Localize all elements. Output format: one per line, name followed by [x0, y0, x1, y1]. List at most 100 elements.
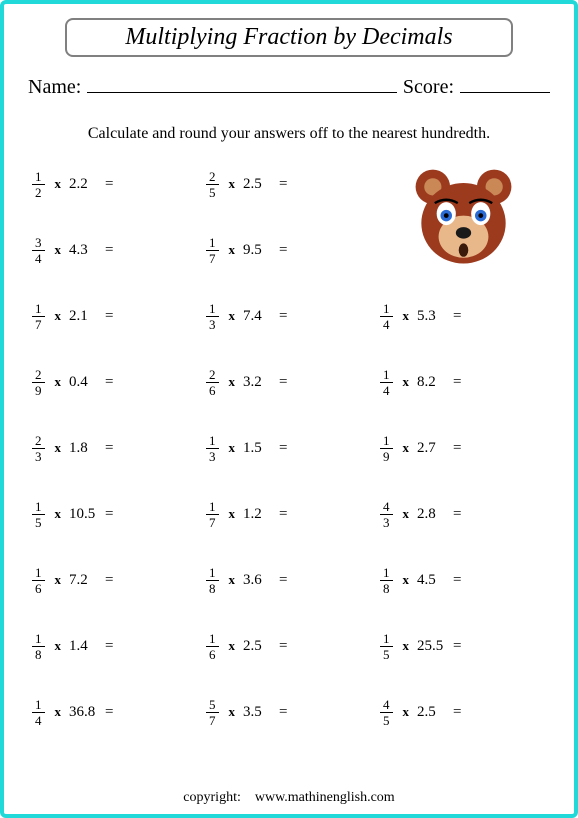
- equals-sign: =: [279, 506, 287, 523]
- denominator: 6: [209, 647, 216, 661]
- multiply-icon: x: [229, 440, 236, 456]
- equals-sign: =: [105, 308, 113, 325]
- equals-sign: =: [105, 440, 113, 457]
- fraction: 29: [32, 368, 45, 397]
- numerator: 4: [380, 698, 393, 713]
- numerator: 1: [32, 698, 45, 713]
- multiply-icon: x: [229, 572, 236, 588]
- numerator: 3: [32, 236, 45, 251]
- numerator: 2: [206, 170, 219, 185]
- equals-sign: =: [279, 374, 287, 391]
- problem: 17x1.2=: [202, 483, 376, 545]
- fraction: 14: [380, 368, 393, 397]
- decimal-value: 1.8: [69, 440, 99, 457]
- copyright-site: www.mathinenglish.com: [255, 790, 395, 805]
- decimal-value: 25.5: [417, 638, 447, 655]
- numerator: 2: [206, 368, 219, 383]
- numerator: 1: [206, 302, 219, 317]
- name-label: Name:: [28, 76, 81, 99]
- problem: 43x2.8=: [376, 483, 550, 545]
- decimal-value: 8.2: [417, 374, 447, 391]
- denominator: 5: [383, 647, 390, 661]
- fraction: 25: [206, 170, 219, 199]
- multiply-icon: x: [229, 506, 236, 522]
- score-blank[interactable]: [460, 75, 550, 93]
- problem: 26x3.2=: [202, 351, 376, 413]
- problem: 18x1.4=: [28, 615, 202, 677]
- equals-sign: =: [453, 374, 461, 391]
- denominator: 5: [35, 515, 42, 529]
- problem: 16x2.5=: [202, 615, 376, 677]
- instructions-text: Calculate and round your answers off to …: [28, 125, 550, 143]
- numerator: 5: [206, 698, 219, 713]
- name-blank[interactable]: [87, 75, 397, 93]
- equals-sign: =: [105, 638, 113, 655]
- problem: 34x4.3=: [28, 219, 202, 281]
- denominator: 9: [383, 449, 390, 463]
- numerator: 1: [206, 632, 219, 647]
- equals-sign: =: [279, 308, 287, 325]
- multiply-icon: x: [403, 374, 410, 390]
- denominator: 8: [383, 581, 390, 595]
- denominator: 9: [35, 383, 42, 397]
- equals-sign: =: [105, 572, 113, 589]
- denominator: 2: [35, 185, 42, 199]
- numerator: 1: [32, 170, 45, 185]
- decimal-value: 36.8: [69, 704, 99, 721]
- equals-sign: =: [105, 176, 113, 193]
- problem: 17x9.5=: [202, 219, 376, 281]
- numerator: 1: [206, 236, 219, 251]
- numerator: 1: [206, 434, 219, 449]
- decimal-value: 2.7: [417, 440, 447, 457]
- equals-sign: =: [279, 440, 287, 457]
- multiply-icon: x: [55, 572, 62, 588]
- fraction: 13: [206, 302, 219, 331]
- denominator: 4: [383, 317, 390, 331]
- multiply-icon: x: [403, 308, 410, 324]
- denominator: 7: [209, 515, 216, 529]
- problem: 18x4.5=: [376, 549, 550, 611]
- denominator: 3: [383, 515, 390, 529]
- bear-icon: [376, 153, 550, 281]
- decimal-value: 1.4: [69, 638, 99, 655]
- decimal-value: 7.4: [243, 308, 273, 325]
- fraction: 18: [206, 566, 219, 595]
- multiply-icon: x: [403, 506, 410, 522]
- denominator: 7: [35, 317, 42, 331]
- numerator: 1: [380, 632, 393, 647]
- multiply-icon: x: [55, 308, 62, 324]
- decimal-value: 2.8: [417, 506, 447, 523]
- equals-sign: =: [453, 572, 461, 589]
- denominator: 8: [209, 581, 216, 595]
- numerator: 1: [206, 566, 219, 581]
- fraction: 57: [206, 698, 219, 727]
- problem: 57x3.5=: [202, 681, 376, 743]
- fraction: 43: [380, 500, 393, 529]
- equals-sign: =: [453, 308, 461, 325]
- multiply-icon: x: [55, 242, 62, 258]
- decimal-value: 3.6: [243, 572, 273, 589]
- fraction: 16: [206, 632, 219, 661]
- problem: 13x7.4=: [202, 285, 376, 347]
- equals-sign: =: [279, 638, 287, 655]
- problem: 19x2.7=: [376, 417, 550, 479]
- multiply-icon: x: [229, 242, 236, 258]
- multiply-icon: x: [403, 704, 410, 720]
- fraction: 34: [32, 236, 45, 265]
- decimal-value: 3.5: [243, 704, 273, 721]
- page-title: Multiplying Fraction by Decimals: [125, 24, 452, 50]
- denominator: 4: [35, 251, 42, 265]
- copyright-label: copyright:: [183, 790, 241, 805]
- decimal-value: 2.5: [417, 704, 447, 721]
- equals-sign: =: [453, 638, 461, 655]
- problem: 14 x 8.2 =: [376, 351, 550, 413]
- problem: 25x2.5=: [202, 153, 376, 215]
- problem: 23x1.8=: [28, 417, 202, 479]
- fraction: 26: [206, 368, 219, 397]
- multiply-icon: x: [55, 506, 62, 522]
- equals-sign: =: [453, 704, 461, 721]
- worksheet-page: Multiplying Fraction by Decimals Name: S…: [0, 0, 578, 818]
- problem: 13x1.5=: [202, 417, 376, 479]
- multiply-icon: x: [403, 572, 410, 588]
- fraction: 19: [380, 434, 393, 463]
